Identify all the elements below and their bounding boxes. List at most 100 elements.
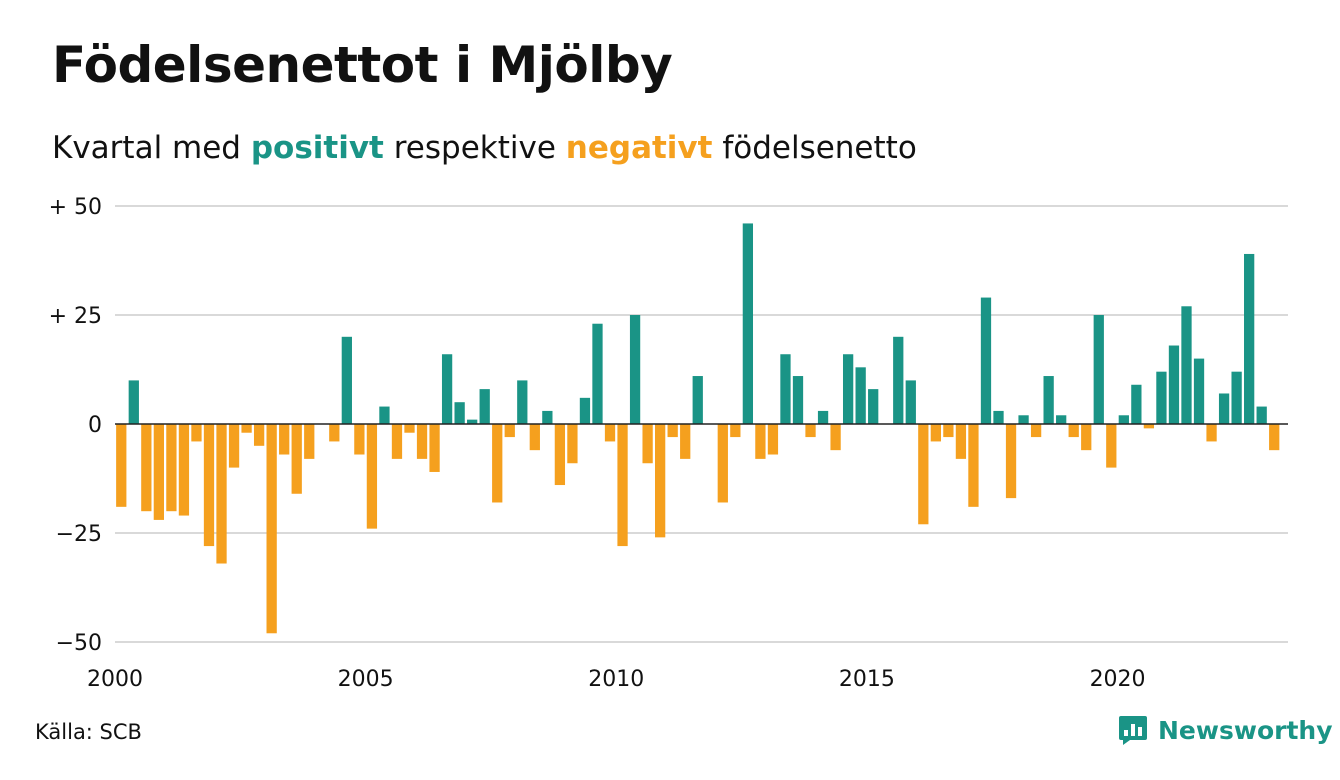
bar xyxy=(1030,424,1042,438)
bar xyxy=(542,410,553,424)
bar xyxy=(1206,424,1217,442)
bar xyxy=(467,419,478,424)
y-axis-tick-labels: + 50 + 25 0 −25 −50 xyxy=(49,195,102,656)
x-tick-label: 2010 xyxy=(588,667,644,692)
subtitle-prefix: Kvartal med xyxy=(52,130,251,166)
bar xyxy=(1093,315,1104,424)
bar xyxy=(1156,371,1167,424)
bar xyxy=(166,424,177,512)
bar xyxy=(780,354,791,424)
bar xyxy=(868,389,879,424)
bar xyxy=(918,424,929,525)
bar xyxy=(567,424,578,464)
bar xyxy=(1056,415,1067,424)
bar xyxy=(730,424,741,438)
bar xyxy=(680,424,691,459)
bar xyxy=(329,424,340,442)
bar xyxy=(178,424,190,516)
bar xyxy=(1244,253,1255,424)
bar xyxy=(792,376,804,424)
brand-name: Newsworthy xyxy=(1158,715,1333,745)
bar xyxy=(842,354,854,424)
bar xyxy=(504,424,515,438)
bar xyxy=(767,424,779,455)
bar xyxy=(404,424,415,433)
bar xyxy=(1068,424,1079,438)
bar xyxy=(441,354,453,424)
bar xyxy=(492,424,503,503)
bar xyxy=(1218,393,1230,424)
bar xyxy=(153,424,165,520)
bar xyxy=(304,424,315,459)
x-tick-label: 2015 xyxy=(839,667,895,692)
bar xyxy=(529,424,540,451)
bar xyxy=(592,323,603,424)
bar xyxy=(429,424,440,472)
bar xyxy=(128,380,139,424)
bar xyxy=(1106,424,1117,468)
x-tick-label: 2000 xyxy=(87,667,143,692)
bar xyxy=(116,424,127,507)
bar xyxy=(253,424,265,446)
x-tick-label: 2020 xyxy=(1090,667,1146,692)
bar xyxy=(228,424,240,468)
gridlines xyxy=(115,205,1288,643)
subtitle-suffix: födelsenetto xyxy=(712,130,917,166)
y-tick-label: −50 xyxy=(56,631,102,656)
bar xyxy=(642,424,653,464)
bar xyxy=(416,424,428,459)
bar xyxy=(479,389,490,424)
y-tick-label: 0 xyxy=(88,413,102,438)
bar xyxy=(279,424,290,455)
y-tick-label: −25 xyxy=(56,522,102,547)
bar xyxy=(1131,384,1142,424)
bar xyxy=(604,424,616,442)
bar xyxy=(955,424,967,459)
bar xyxy=(1181,306,1192,424)
y-tick-label: + 25 xyxy=(49,304,102,329)
bar xyxy=(1168,345,1180,424)
bar xyxy=(817,410,829,424)
bar xyxy=(1143,424,1155,429)
bar xyxy=(905,380,916,424)
bar xyxy=(341,336,352,424)
bar xyxy=(1256,406,1267,424)
bar xyxy=(379,406,390,424)
bar xyxy=(266,424,277,634)
subtitle-positive-word: positivt xyxy=(250,130,384,166)
bar xyxy=(692,376,703,424)
bar xyxy=(930,424,941,442)
bar xyxy=(141,424,152,512)
chart-title: Födelsenettot i Mjölby xyxy=(52,36,673,94)
bar xyxy=(391,424,403,459)
bar xyxy=(1018,415,1029,424)
bar xyxy=(216,424,227,564)
bar xyxy=(366,424,378,529)
bar xyxy=(1231,371,1242,424)
bar xyxy=(241,424,252,433)
bar xyxy=(1118,415,1129,424)
bar xyxy=(893,336,904,424)
subtitle-negative-word: negativt xyxy=(565,130,713,166)
bar xyxy=(1081,424,1092,451)
bar xyxy=(554,424,566,486)
chart-subtitle: Kvartal med positivt respektive negativt… xyxy=(52,130,917,166)
bar xyxy=(191,424,202,442)
bar xyxy=(1005,424,1017,499)
bar xyxy=(517,380,528,424)
bar xyxy=(1043,376,1054,424)
bar xyxy=(454,402,465,424)
bar xyxy=(354,424,365,455)
bar xyxy=(755,424,766,459)
x-axis-tick-labels: 2000 2005 2010 2015 2020 xyxy=(87,667,1146,692)
bar xyxy=(655,424,666,538)
bar xyxy=(1269,424,1280,451)
bar xyxy=(830,424,841,451)
bar xyxy=(980,297,992,424)
bar xyxy=(993,410,1004,424)
bar xyxy=(579,397,591,424)
bar xyxy=(617,424,628,547)
bar xyxy=(203,424,215,547)
bar xyxy=(742,223,754,424)
